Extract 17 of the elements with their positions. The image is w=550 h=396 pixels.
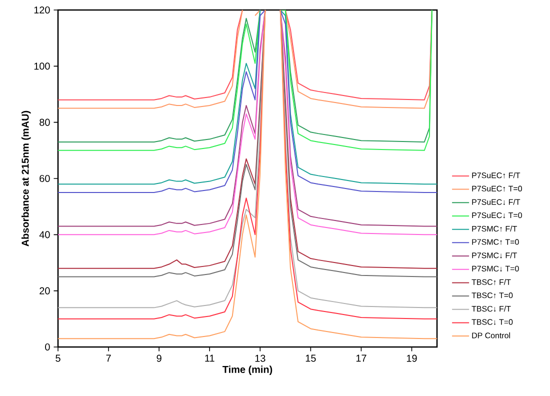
x-tick-label: 17 [356,354,366,362]
x-tick-label: 19 [406,354,417,362]
y-tick-label: 80 [40,118,50,126]
x-tick-label: 5 [56,354,60,362]
x-tick-label: 9 [156,354,162,362]
x-tick-label: 15 [306,354,316,362]
x-tick-label: 7 [106,354,111,362]
y-tick-label: 20 [40,287,50,294]
y-axis-title: Absorbance at 215nm (mAU) [21,110,31,246]
y-tick-label: 60 [40,174,50,182]
y-tick-label: 120 [34,6,50,14]
y-tick-label: 40 [39,231,50,238]
y-tick-label: 0 [45,343,50,351]
y-tick-label: 100 [34,62,50,70]
x-tick-label: 13 [255,354,266,362]
x-tick-label: 11 [205,354,214,362]
x-axis-title: Time (min) [222,366,272,375]
